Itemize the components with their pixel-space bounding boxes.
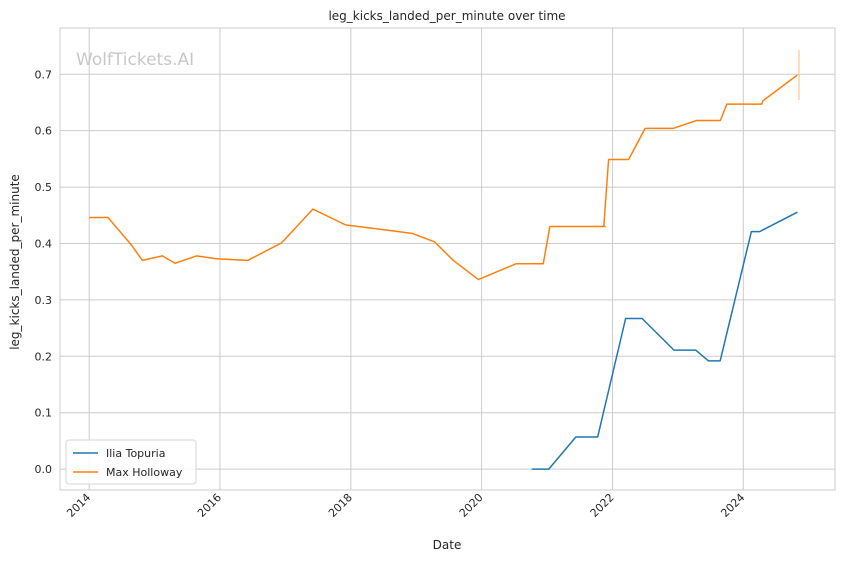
y-tick-label: 0.7 xyxy=(35,68,53,81)
y-axis: 0.0 0.1 0.2 0.3 0.4 0.5 0.6 0.7 xyxy=(35,68,53,476)
y-axis-title: leg_kicks_landed_per_minute xyxy=(8,174,22,350)
y-tick-label: 0.4 xyxy=(35,237,53,250)
series-line-max-holloway xyxy=(88,74,798,281)
legend-box xyxy=(65,439,197,485)
x-axis-title: Date xyxy=(433,538,462,552)
series-lines xyxy=(88,74,798,470)
y-tick-label: 0.1 xyxy=(35,407,53,420)
y-tick-label: 0.2 xyxy=(35,350,53,363)
y-tick-label: 0.3 xyxy=(35,294,53,307)
y-tick-label: 0.5 xyxy=(35,181,53,194)
y-tick-label: 0.0 xyxy=(35,463,53,476)
legend-label-max-holloway: Max Holloway xyxy=(106,466,183,479)
chart-title: leg_kicks_landed_per_minute over time xyxy=(328,9,565,23)
legend-label-ilia-topuria: Ilia Topuria xyxy=(106,447,165,460)
series-line-ilia-topuria xyxy=(531,211,798,470)
legend: Ilia Topuria Max Holloway xyxy=(65,439,197,485)
watermark: WolfTickets.AI xyxy=(76,50,194,70)
plot-area xyxy=(59,27,836,491)
y-tick-label: 0.6 xyxy=(35,125,53,138)
